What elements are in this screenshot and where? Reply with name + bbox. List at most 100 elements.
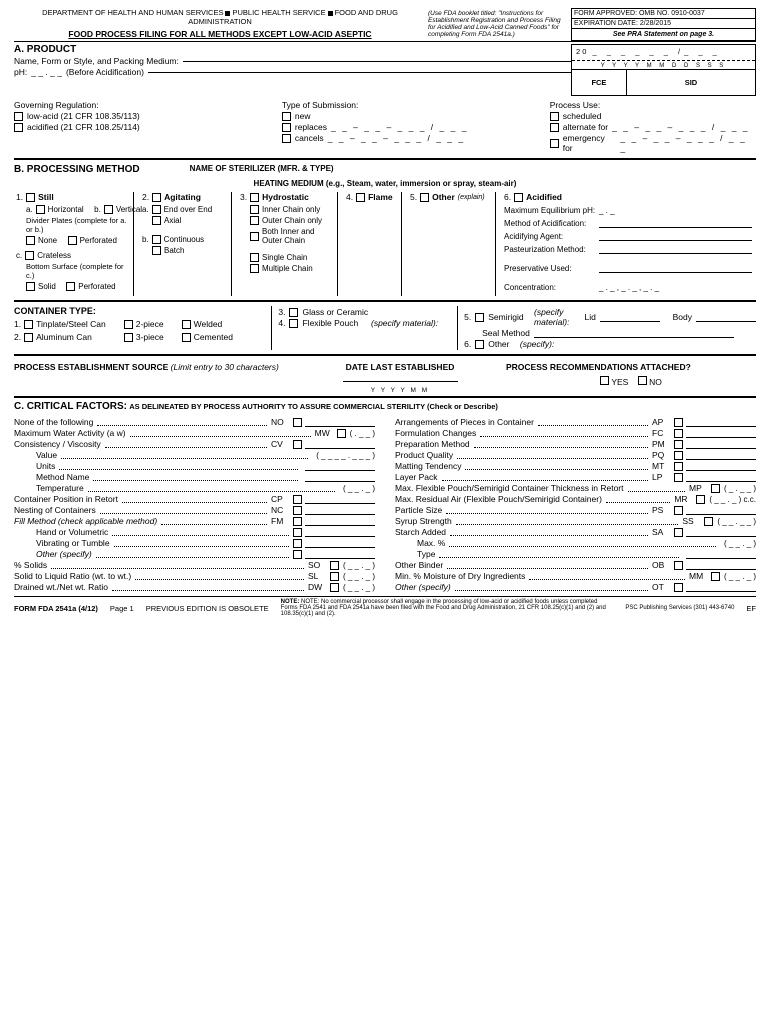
fp-checkbox[interactable]	[289, 319, 298, 328]
glass-checkbox[interactable]	[289, 308, 298, 317]
cf-checkbox[interactable]	[711, 572, 720, 581]
oc-checkbox[interactable]	[250, 216, 259, 225]
cf-input[interactable]	[686, 528, 756, 537]
cf-checkbox[interactable]	[674, 462, 683, 471]
hydro-checkbox[interactable]	[250, 193, 259, 202]
scheduled-checkbox[interactable]	[550, 112, 559, 121]
cf-input[interactable]	[305, 506, 375, 515]
still-checkbox[interactable]	[26, 193, 35, 202]
acidified-checkbox[interactable]	[14, 123, 23, 132]
date-est-input[interactable]	[343, 372, 458, 382]
emergency-input[interactable]: _ _ – _ _ – _ _ _ / _ _ _	[620, 133, 756, 153]
cf-input[interactable]	[305, 550, 375, 559]
body-input[interactable]	[696, 312, 756, 322]
cf-input[interactable]	[305, 539, 375, 548]
axial-checkbox[interactable]	[152, 216, 161, 225]
semi-checkbox[interactable]	[475, 313, 484, 322]
cf-checkbox[interactable]	[674, 583, 683, 592]
no-checkbox[interactable]	[638, 376, 647, 385]
2p-checkbox[interactable]	[124, 320, 133, 329]
cf-input[interactable]	[305, 440, 375, 449]
cf-checkbox[interactable]	[293, 517, 302, 526]
cf-checkbox[interactable]	[696, 495, 705, 504]
cf-checkbox[interactable]	[293, 506, 302, 515]
cf-input[interactable]	[305, 473, 375, 482]
cf-input[interactable]	[686, 429, 756, 438]
cf-input[interactable]	[305, 517, 375, 526]
cf-checkbox[interactable]	[330, 561, 339, 570]
moa-input[interactable]	[599, 219, 752, 228]
cf-checkbox[interactable]	[293, 440, 302, 449]
pm-input[interactable]	[599, 245, 752, 254]
crateless-checkbox[interactable]	[25, 251, 34, 260]
acid-checkbox[interactable]	[514, 193, 523, 202]
emergency-checkbox[interactable]	[550, 139, 559, 148]
al-checkbox[interactable]	[24, 333, 33, 342]
cf-input[interactable]	[686, 583, 756, 592]
cancels-checkbox[interactable]	[282, 134, 291, 143]
horizontal-checkbox[interactable]	[36, 205, 45, 214]
replaces-checkbox[interactable]	[282, 123, 291, 132]
mc-checkbox[interactable]	[250, 264, 259, 273]
cf-checkbox[interactable]	[293, 528, 302, 537]
alternate-input[interactable]: _ _ – _ _ – _ _ _ / _ _ _	[612, 122, 749, 132]
yes-checkbox[interactable]	[600, 376, 609, 385]
cancels-input[interactable]: _ _ – _ _ – _ _ _ / _ _ _	[328, 133, 465, 143]
cf-checkbox[interactable]	[337, 429, 346, 438]
tin-checkbox[interactable]	[24, 320, 33, 329]
3p-checkbox[interactable]	[124, 333, 133, 342]
cf-checkbox[interactable]	[711, 484, 720, 493]
sc-checkbox[interactable]	[250, 253, 259, 262]
cf-input[interactable]	[305, 418, 375, 427]
cf-checkbox[interactable]	[674, 429, 683, 438]
eoe-checkbox[interactable]	[152, 205, 161, 214]
meq-input[interactable]: _ . _	[599, 206, 615, 215]
none-checkbox[interactable]	[26, 236, 35, 245]
cf-input[interactable]	[686, 462, 756, 471]
cf-checkbox[interactable]	[330, 572, 339, 581]
cf-input[interactable]	[305, 528, 375, 537]
cf-input[interactable]	[305, 462, 375, 471]
other-checkbox[interactable]	[420, 193, 429, 202]
perf2-checkbox[interactable]	[66, 282, 75, 291]
perf-checkbox[interactable]	[68, 236, 77, 245]
cf-input[interactable]	[686, 440, 756, 449]
bio-checkbox[interactable]	[250, 232, 259, 241]
cf-checkbox[interactable]	[674, 418, 683, 427]
othcont-checkbox[interactable]	[475, 340, 484, 349]
vertical-checkbox[interactable]	[104, 205, 113, 214]
cf-checkbox[interactable]	[293, 539, 302, 548]
cf-input[interactable]	[686, 506, 756, 515]
cf-input[interactable]	[686, 418, 756, 427]
aa-input[interactable]	[599, 232, 752, 241]
cf-checkbox[interactable]	[293, 550, 302, 559]
cf-checkbox[interactable]	[674, 473, 683, 482]
cont-checkbox[interactable]	[152, 235, 161, 244]
ic-checkbox[interactable]	[250, 205, 259, 214]
batch-checkbox[interactable]	[152, 246, 161, 255]
ph-input[interactable]: _ _ . _ _	[31, 67, 62, 77]
cf-checkbox[interactable]	[330, 583, 339, 592]
alternate-checkbox[interactable]	[550, 123, 559, 132]
conc-input[interactable]: _ . _ , _ . _ , _ . _	[599, 283, 659, 292]
solid-checkbox[interactable]	[26, 282, 35, 291]
cf-checkbox[interactable]	[674, 561, 683, 570]
agitating-checkbox[interactable]	[152, 193, 161, 202]
lowacid-checkbox[interactable]	[14, 112, 23, 121]
cf-checkbox[interactable]	[674, 528, 683, 537]
flame-checkbox[interactable]	[356, 193, 365, 202]
cf-checkbox[interactable]	[704, 517, 713, 526]
replaces-input[interactable]: _ _ – _ _ – _ _ _ / _ _ _	[331, 122, 468, 132]
cemented-checkbox[interactable]	[182, 333, 191, 342]
cf-input[interactable]	[686, 561, 756, 570]
pu-input[interactable]	[599, 264, 752, 273]
cf-checkbox[interactable]	[293, 418, 302, 427]
cf-checkbox[interactable]	[674, 506, 683, 515]
cf-checkbox[interactable]	[674, 451, 683, 460]
cf-input[interactable]	[686, 473, 756, 482]
lid-input[interactable]	[600, 312, 660, 322]
cf-checkbox[interactable]	[293, 495, 302, 504]
welded-checkbox[interactable]	[182, 320, 191, 329]
cf-input[interactable]	[686, 451, 756, 460]
seal-input[interactable]	[534, 328, 734, 338]
